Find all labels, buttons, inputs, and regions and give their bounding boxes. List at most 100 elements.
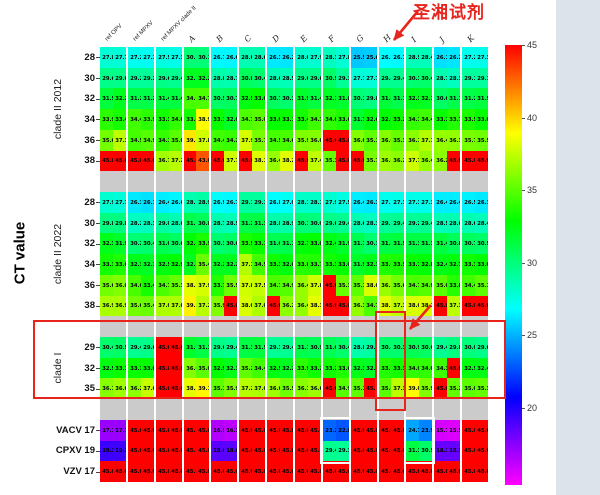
row-tick [96, 471, 100, 473]
heatmap-cell: 28.9 [196, 191, 210, 213]
cell-value: 37.8 [241, 282, 252, 289]
heatmap-cell: 45.0 [196, 461, 210, 482]
cell-value: 33.5 [464, 116, 475, 123]
heatmap-cell: 45.0 [378, 461, 392, 482]
heatmap-cell: 26.4 [350, 191, 364, 213]
heatmap-cell: 34.0 [322, 109, 336, 130]
heatmap-cell: 29.4 [322, 440, 336, 462]
heatmap-cell: 33.7 [307, 254, 321, 275]
heatmap-cell: 33.8 [294, 254, 308, 275]
separator-band [378, 171, 405, 192]
heatmap-cell: 36.9 [112, 295, 126, 317]
cell-value: 26.3 [477, 199, 488, 206]
heatmap-cell: 33.3 [100, 254, 113, 275]
cell-value: 30.9 [408, 344, 420, 351]
row-tick [96, 119, 100, 121]
cell-value: 30.4 [142, 240, 154, 247]
cell-value: 29.2 [408, 220, 420, 227]
heatmap-cell: 31.3 [252, 212, 266, 234]
cell-value: 35.1 [213, 385, 225, 392]
heatmap-cell: 35.5 [475, 129, 488, 151]
heatmap-cell: 28.9 [280, 212, 293, 234]
cell-value: 28.5 [226, 220, 238, 227]
cell-value: 32.2 [282, 365, 293, 372]
cell-value: 31.3 [241, 344, 252, 351]
heatmap-cell: 33.3 [462, 254, 476, 275]
cell-value: 32.9 [380, 116, 392, 123]
row-label: 30 [84, 217, 95, 229]
cell-value: 45.0 [102, 468, 113, 475]
heatmap-cell: 31.7 [350, 109, 364, 130]
heatmap-cell: 45.0 [155, 336, 169, 358]
heatmap-cell: 45.0 [211, 461, 225, 482]
heatmap-cell: 35.3 [475, 378, 488, 400]
heatmap-cell: 29.4 [378, 67, 392, 89]
column-header: F [326, 33, 337, 44]
cell-value: 45.0 [185, 427, 197, 434]
cell-value: 15.5 [449, 427, 460, 434]
cell-value: 37.3 [449, 302, 460, 309]
cell-value: 45.0 [352, 468, 364, 475]
cell-value: 35.0 [436, 282, 447, 289]
heatmap-cell: 34.9 [335, 378, 349, 400]
heatmap-cell: 35.0 [434, 274, 448, 296]
heatmap-cell: 33.6 [112, 254, 126, 275]
heatmap-cell: 27.5 [335, 191, 349, 213]
heatmap-cell: 32.5 [155, 254, 169, 275]
cell-value: 45.0 [269, 427, 280, 434]
heatmap-cell: 34.0 [168, 109, 182, 130]
heatmap-cell: 32.3 [350, 357, 364, 379]
heatmap-cell: 45.0 [363, 378, 377, 400]
heatmap-cell: 45.0 [127, 419, 141, 441]
cell-value: 29.0 [157, 220, 169, 227]
heatmap-cell: 27.3 [168, 47, 182, 68]
heatmap-cell: 28.0 [294, 47, 308, 68]
cell-value: 27.1 [142, 54, 154, 61]
heatmap-cell: 37.8 [196, 129, 210, 151]
row-label: 30 [84, 72, 95, 84]
row-label: 36 [84, 134, 95, 146]
heatmap-cell: 29.0 [363, 336, 377, 358]
heatmap-cell: 29.8 [363, 88, 377, 110]
colorbar-tick-label: 40 [527, 112, 538, 123]
cell-value: 33.4 [142, 282, 154, 289]
cell-value: 31.3 [198, 344, 210, 351]
cell-value: 28.6 [269, 75, 280, 82]
cell-value: 37.3 [393, 302, 405, 309]
cell-value: 33.6 [115, 261, 126, 268]
heatmap-cell: 45.0 [378, 419, 392, 441]
heatmap-cell: 15.7 [434, 419, 448, 441]
heatmap-cell: 30.6 [434, 88, 448, 110]
cell-value: 38.9 [198, 116, 210, 123]
heatmap-cell: 38.3 [183, 274, 197, 296]
cell-value: 33.6 [380, 261, 392, 268]
heatmap-cell: 26.8 [378, 47, 392, 68]
cell-value: 29.4 [393, 220, 405, 227]
colorbar-tick [522, 117, 525, 119]
heatmap-cell: 37.1 [239, 254, 253, 275]
cell-value: 34.1 [157, 137, 169, 144]
heatmap-cell: 31.8 [335, 88, 349, 110]
cell-value: 45.0 [282, 427, 293, 434]
heatmap-cell: 45.0 [100, 150, 113, 172]
heatmap-cell: 34.7 [239, 109, 253, 130]
separator-band [155, 399, 182, 420]
cell-value: 30.7 [464, 240, 475, 247]
cell-value: 37.4 [310, 157, 321, 164]
heatmap-cell: 27.5 [155, 47, 169, 68]
cell-value: 32.8 [421, 261, 433, 268]
heatmap-cell: 30.1 [294, 212, 308, 234]
heatmap-cell: 29.4 [127, 336, 141, 358]
heatmap-cell: 30.7 [267, 88, 281, 110]
cell-value: 26.6 [170, 199, 182, 206]
cell-value: 45.0 [185, 157, 197, 164]
heatmap-cell: 33.0 [252, 88, 266, 110]
heatmap-cell: 45.0 [406, 461, 420, 482]
cell-value: 35.3 [337, 282, 349, 289]
cell-value: 30.4 [337, 344, 349, 351]
cell-value: 45.0 [130, 427, 141, 434]
heatmap-cell: 45.0 [140, 461, 154, 482]
heatmap-cell: 28.6 [462, 212, 476, 234]
heatmap-cell: 29.4 [419, 212, 433, 234]
heatmap-cell: 45.0 [475, 150, 488, 172]
